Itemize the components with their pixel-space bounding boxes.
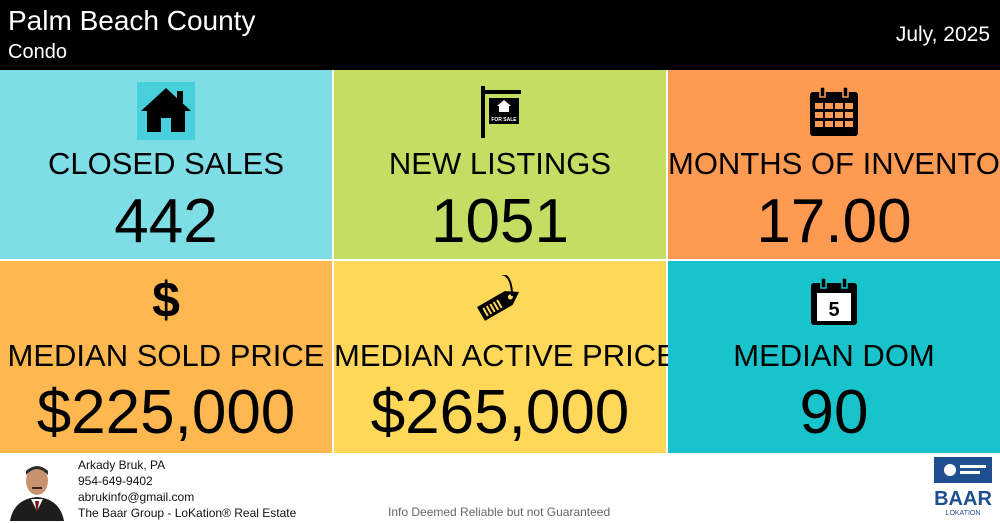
- calendar-icon: [808, 86, 860, 138]
- tile-value: $225,000: [36, 378, 296, 447]
- tile-label: CLOSED SALES: [47, 146, 285, 181]
- agent-company: The Baar Group - LoKation® Real Estate: [78, 506, 297, 520]
- agent-footer: Arkady Bruk, PA 954-649-9402 abrukinfo@g…: [0, 453, 1000, 523]
- calendar-day-icon: 5: [809, 277, 859, 327]
- price-tag-icon: [472, 273, 528, 331]
- agent-name: Arkady Bruk, PA: [78, 458, 166, 472]
- tile-value: 17.00: [756, 187, 912, 256]
- tile-label: MEDIAN DOM: [733, 338, 935, 373]
- logo-subtext: LOKATION: [946, 510, 981, 517]
- tile-median-sold-price: $ MEDIAN SOLD PRICE $225,000: [0, 261, 332, 453]
- tile-months-of-inventory: MONTHS OF INVENTORY 17.00: [668, 70, 1000, 259]
- tile-median-dom: 5 MEDIAN DOM 90: [668, 261, 1000, 453]
- tile-label: MONTHS OF INVENTORY: [668, 146, 1000, 181]
- agent-phone[interactable]: 954-649-9402: [78, 474, 153, 488]
- property-type: Condo: [8, 41, 67, 63]
- agent-contact: Arkady Bruk, PA 954-649-9402 abrukinfo@g…: [78, 457, 296, 521]
- tile-label: NEW LISTINGS: [388, 146, 612, 181]
- tile-label: MEDIAN SOLD PRICE: [7, 338, 325, 373]
- page-title: Palm Beach County: [8, 5, 256, 36]
- baar-logo: BAAR LOKATION: [930, 455, 996, 521]
- report-date: July, 2025: [895, 23, 990, 46]
- tile-new-listings: FOR SALE NEW LISTINGS 1051: [334, 70, 666, 259]
- report-header: Palm Beach County Condo July, 2025: [0, 0, 1000, 70]
- tile-closed-sales: CLOSED SALES 442: [0, 70, 332, 259]
- tile-value: 442: [114, 187, 218, 256]
- house-icon: [137, 82, 195, 140]
- calendar-day-number: 5: [828, 299, 839, 321]
- logo-text: BAAR: [934, 488, 992, 510]
- dollar-icon: $: [152, 272, 180, 328]
- tile-value: 1051: [431, 187, 569, 256]
- tile-median-active-price: MEDIAN ACTIVE PRICE $265,000: [334, 261, 677, 453]
- tile-label: MEDIAN ACTIVE PRICE: [334, 338, 677, 373]
- for-sale-sign-icon: FOR SALE: [475, 84, 525, 140]
- agent-email[interactable]: abrukinfo@gmail.com: [78, 490, 195, 504]
- tile-value: 90: [799, 378, 869, 447]
- tile-value: $265,000: [370, 378, 630, 447]
- disclaimer: Info Deemed Reliable but not Guaranteed: [388, 505, 611, 519]
- stats-grid: CLOSED SALES 442 FOR SALE NEW LISTINGS 1…: [0, 70, 1000, 453]
- for-sale-text: FOR SALE: [491, 117, 517, 123]
- avatar: [4, 455, 70, 521]
